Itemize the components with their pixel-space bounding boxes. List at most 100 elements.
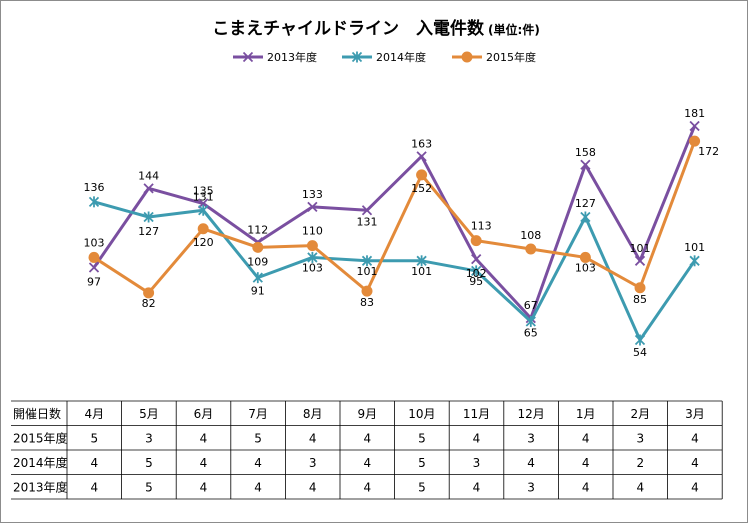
data-label: 181 [684,107,705,120]
data-label: 133 [302,188,323,201]
table-cell: 5 [418,456,426,470]
data-point [579,251,591,263]
data-point [307,251,318,263]
data-point [88,196,100,208]
legend-marker [242,51,254,63]
data-label: 131 [193,190,214,203]
table-cell: 4 [473,432,481,446]
data-label: 120 [193,236,214,249]
table-cell: 4 [90,456,98,470]
table-row-label: 2014年度 [13,455,68,470]
table-row-label: 2015年度 [13,431,68,446]
legend-item-1: 2013年度 [233,50,317,64]
table-category-label: 1月 [576,407,596,421]
data-label: 136 [84,181,105,194]
data-label: 113 [471,220,492,233]
data-label: 103 [302,261,323,274]
data-point [471,253,482,265]
table-header-label: 開催日数 [13,406,61,421]
data-label: 91 [251,285,265,298]
data-label: 82 [142,297,156,310]
data-point [88,251,100,263]
series-line-1 [92,125,696,320]
table-cell: 3 [527,481,535,495]
data-point [307,201,318,213]
table-cell: 4 [363,432,371,446]
table-cell: 4 [363,456,371,470]
data-label: 101 [357,265,378,278]
table-cell: 4 [200,481,208,495]
table-category-label: 3月 [685,407,705,421]
series-line-2 [93,200,696,342]
table-cell: 4 [254,481,262,495]
table-category-label: 9月 [357,407,377,421]
legend-label: 2014年度 [376,50,426,64]
table-category-label: 4月 [84,407,104,421]
data-point [525,315,536,327]
data-label: 67 [524,299,538,312]
table-category-label: 12月 [517,407,544,421]
data-label: 83 [360,296,374,309]
data-label: 85 [633,293,647,306]
data-label: 152 [411,182,432,195]
data-point [361,205,373,216]
data-label: 163 [411,137,432,150]
data-label: 112 [247,223,268,236]
table-cell: 4 [582,456,590,470]
table-cell: 4 [582,481,590,495]
data-point [470,235,482,247]
data-label: 172 [698,145,719,158]
table-cell: 4 [691,481,699,495]
data-point [580,211,591,223]
table-category-label: 6月 [194,407,214,421]
data-point [689,135,701,147]
table-cell: 4 [691,456,699,470]
table-category-label: 5月 [139,407,159,421]
data-label: 135 [193,185,214,198]
data-label: 131 [357,215,378,228]
table-cell: 4 [200,432,208,446]
data-point [198,204,209,216]
table-cell: 4 [90,481,98,495]
table-category-label: 11月 [463,407,490,421]
data-label: 103 [84,236,105,249]
table-cell: 3 [145,432,153,446]
table-cell: 5 [145,481,153,495]
data-point [525,243,537,255]
table-cell: 5 [418,432,426,446]
data-point [580,159,591,170]
data-label: 54 [633,346,647,359]
table-cell: 4 [363,481,371,495]
data-point [143,211,154,223]
table-cell: 3 [636,432,644,446]
data-label: 144 [138,169,159,182]
data-point [634,282,646,294]
table-category-label: 7月 [248,407,268,421]
data-point [416,169,428,181]
data-label: 101 [630,242,651,255]
table-cell: 5 [145,456,153,470]
table-cell: 3 [473,456,481,470]
table-cell: 2 [636,456,644,470]
data-label: 103 [575,261,596,274]
data-label: 127 [138,225,159,238]
data-point [416,255,427,267]
table-category-label: 8月 [303,407,323,421]
data-point [143,287,155,299]
legend-marker [461,51,473,63]
table-cell: 3 [527,432,535,446]
chart-title-unit: (単位:件) [488,22,540,37]
legend-label: 2013年度 [267,50,317,64]
chart-title-main: こまえチャイルドライン 入電件数 [212,18,485,39]
table-cell: 5 [90,432,98,446]
table-cell: 5 [254,432,262,446]
data-label: 158 [575,146,596,159]
data-point [361,255,373,267]
table-cell: 4 [254,456,262,470]
data-label: 65 [524,326,538,339]
table-category-label: 10月 [408,407,435,421]
data-label: 127 [575,197,596,210]
legend-label: 2015年度 [486,50,536,64]
data-point [143,183,154,194]
